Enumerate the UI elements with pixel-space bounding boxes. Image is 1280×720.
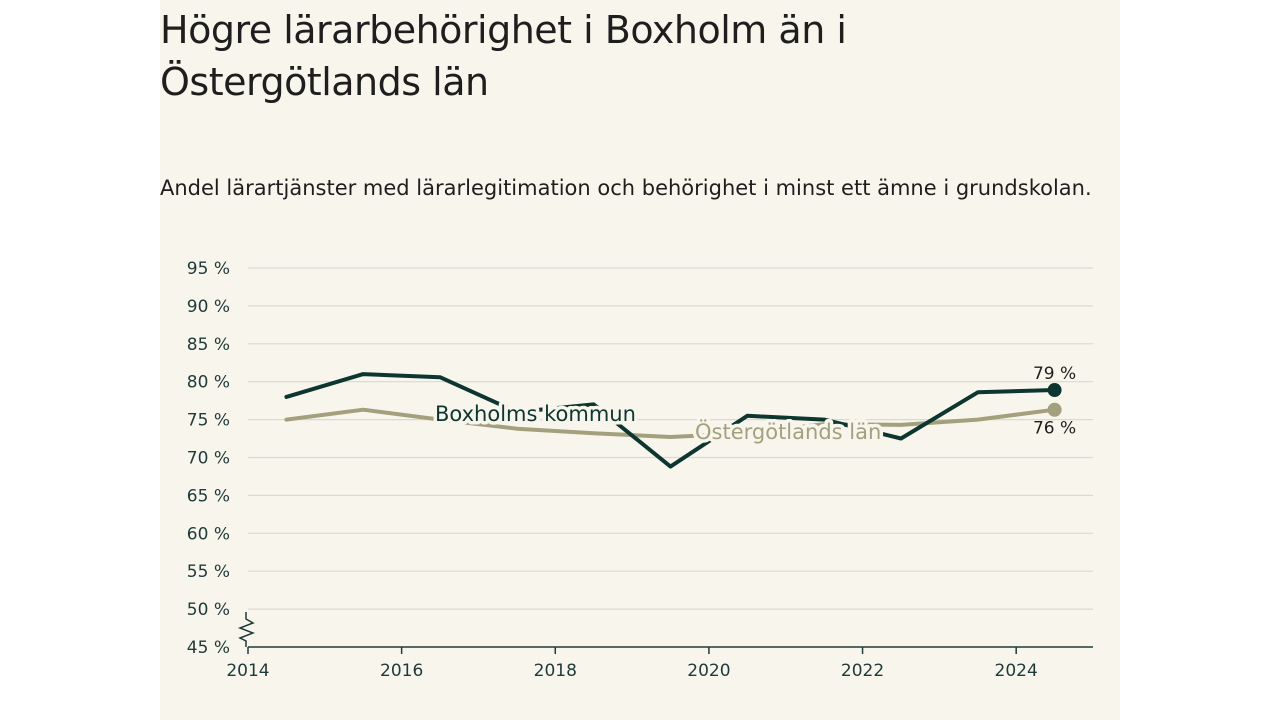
y-tick-label: 60 % [187, 524, 230, 544]
y-tick-label: 45 % [187, 638, 230, 658]
chart-title: Högre lärarbehörighet i Boxholm än i Öst… [160, 8, 847, 104]
y-tick-label: 65 % [187, 486, 230, 506]
y-tick-label: 95 % [187, 259, 230, 279]
series-name-label: Östergötlands län [695, 419, 881, 444]
x-tick-label: 2024 [995, 661, 1038, 681]
y-tick-label: 55 % [187, 562, 230, 582]
chart-card [160, 0, 1120, 720]
series-end-point [1047, 383, 1062, 398]
series-name-label: Boxholms kommun [435, 402, 636, 426]
y-tick-label: 70 % [187, 449, 230, 469]
x-tick-label: 2014 [226, 661, 269, 681]
y-tick-label: 90 % [187, 297, 230, 317]
axis-break-icon [237, 612, 256, 647]
series-end-label: 76 % [1033, 419, 1076, 439]
x-tick-label: 2016 [380, 661, 423, 681]
chart-subtitle: Andel lärartjänster med lärarlegitimatio… [160, 176, 1092, 200]
x-tick-label: 2020 [687, 661, 730, 681]
y-tick-label: 80 % [187, 373, 230, 393]
y-tick-label: 85 % [187, 335, 230, 355]
y-tick-label: 75 % [187, 411, 230, 431]
series-line [284, 372, 1057, 469]
x-tick-label: 2022 [841, 661, 884, 681]
x-tick-label: 2018 [534, 661, 577, 681]
series-end-label: 79 % [1033, 364, 1076, 384]
y-tick-label: 50 % [187, 600, 230, 620]
series-end-point [1047, 402, 1062, 417]
